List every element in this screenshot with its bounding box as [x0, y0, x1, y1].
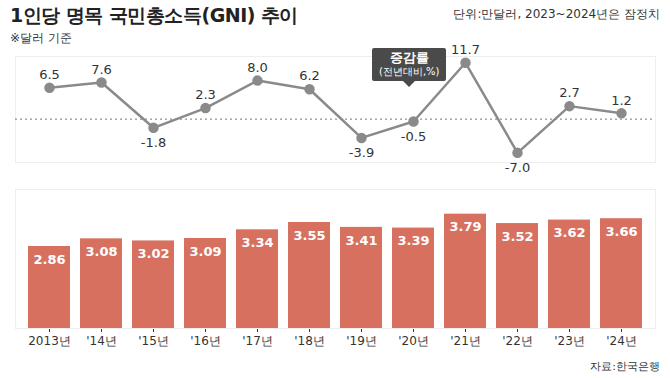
svg-text:3.41: 3.41: [345, 233, 377, 248]
svg-text:3.34: 3.34: [241, 235, 273, 250]
svg-text:2.3: 2.3: [195, 87, 216, 102]
svg-text:'23년: '23년: [554, 334, 585, 348]
svg-text:'21년: '21년: [450, 334, 481, 348]
svg-text:'22년: '22년: [502, 334, 533, 348]
svg-text:3.09: 3.09: [189, 244, 221, 259]
html-text:1인당 명목 국민총소득(GNI) 추이: 1인당 명목 국민총소득(GNI) 추이: [10, 4, 298, 26]
svg-text:3.79: 3.79: [449, 219, 481, 234]
svg-text:7.6: 7.6: [91, 62, 112, 77]
svg-text:3.55: 3.55: [293, 228, 325, 243]
svg-text:'20년: '20년: [398, 334, 429, 348]
svg-text:11.7: 11.7: [451, 42, 480, 57]
svg-text:'14년: '14년: [86, 334, 117, 348]
svg-text:2.7: 2.7: [559, 85, 580, 100]
svg-text:3.08: 3.08: [85, 244, 117, 259]
svg-text:6.2: 6.2: [299, 68, 320, 83]
svg-text:-3.9: -3.9: [349, 145, 374, 160]
svg-text:6.5: 6.5: [39, 67, 60, 82]
svg-text:'15년: '15년: [138, 334, 169, 348]
svg-text:'16년: '16년: [190, 334, 221, 348]
svg-text:'24년: '24년: [606, 334, 637, 348]
svg-text:3.02: 3.02: [137, 246, 169, 261]
svg-text:-0.5: -0.5: [401, 129, 426, 144]
svg-text:3.52: 3.52: [501, 229, 533, 244]
svg-text:'19년: '19년: [346, 334, 377, 348]
svg-text:2013년: 2013년: [28, 334, 71, 348]
html-text:(전년대비,%): (전년대비,%): [379, 65, 440, 77]
svg-text:1.2: 1.2: [611, 93, 632, 108]
svg-text:8.0: 8.0: [247, 60, 268, 75]
svg-text:-1.8: -1.8: [141, 135, 166, 150]
svg-text:-7.0: -7.0: [505, 160, 530, 175]
html-text:※달러 기준: ※달러 기준: [10, 31, 72, 45]
html-text:단위:만달러, 2023~2024년은 잠정치: 단위:만달러, 2023~2024년은 잠정치: [453, 7, 660, 21]
html-text:증감률: 증감률: [389, 50, 429, 65]
svg-text:3.66: 3.66: [605, 224, 637, 239]
svg-text:'18년: '18년: [294, 334, 325, 348]
html-text:자료:한국은행: 자료:한국은행: [590, 360, 660, 373]
svg-text:3.62: 3.62: [553, 225, 585, 240]
svg-text:3.39: 3.39: [397, 233, 429, 248]
svg-text:2.86: 2.86: [33, 252, 65, 267]
svg-text:'17년: '17년: [242, 334, 273, 348]
